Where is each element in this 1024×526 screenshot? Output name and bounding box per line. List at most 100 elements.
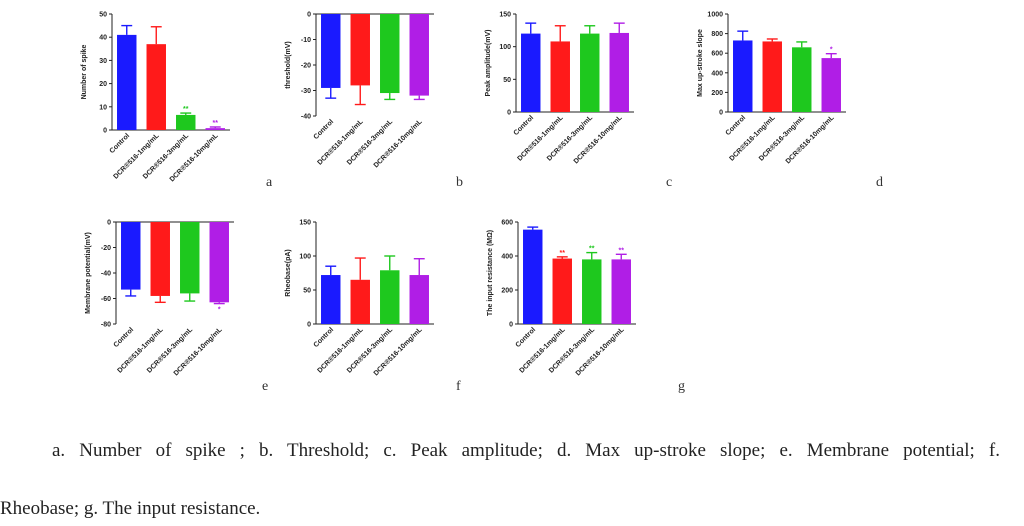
y-tick-label: 50	[303, 288, 311, 295]
bar-e-1	[150, 222, 170, 296]
y-tick-label: 0	[307, 12, 311, 19]
bar-c-0	[521, 33, 541, 112]
x-category-label: Control	[313, 326, 336, 349]
x-category-label: Control	[513, 114, 536, 137]
bar-b-1	[350, 14, 370, 86]
bar-f-3	[409, 275, 429, 324]
panel-letter: d	[876, 175, 883, 190]
y-tick-label: 150	[299, 220, 311, 227]
y-tick-label: 0	[719, 110, 723, 117]
figure-caption-line-2: Rheobase; g. The input resistance.	[0, 498, 261, 519]
bar-d-1	[762, 41, 782, 112]
bar-a-0	[117, 34, 137, 130]
figure-caption-line-1: a. Number of spike ; b. Threshold; c. Pe…	[52, 440, 1000, 461]
bar-f-1	[350, 279, 370, 324]
significance-marker: **	[619, 247, 625, 254]
chart-panel-a: 0 10 20 30 40 50 Number of spike Control DCR®516…	[60, 8, 280, 203]
y-axis-title: Peak amplitude(mV)	[485, 30, 492, 97]
y-tick-label: -40	[301, 114, 311, 121]
y-tick-label: -80	[101, 322, 111, 329]
y-axis-title: The input resistance (MΩ)	[487, 230, 494, 316]
x-category-label: Control	[113, 326, 136, 349]
y-tick-label: 0	[507, 110, 511, 117]
panel-letter: g	[678, 379, 685, 394]
chart-panel-b: 0 -10 -20 -30 -40 threshold(mV) Control DCR®516…	[256, 8, 476, 203]
y-tick-label: 800	[711, 31, 723, 38]
chart-svg-e: 0 -20 -40 -60 -80 Membrane potential(mV) Contr…	[85, 220, 268, 395]
x-category-label: DCR®516-10mg/mL	[574, 325, 626, 377]
y-axis-title: Max up-stroke slope	[697, 29, 704, 97]
y-tick-label: 100	[499, 44, 511, 51]
x-category-label: DCR®516-10mg/mL	[784, 113, 836, 165]
significance-marker: **	[213, 120, 219, 127]
bar-c-2	[580, 33, 600, 112]
chart-svg-d: 0 200 400 600 800 1000 Max up-stroke slope Cont…	[697, 12, 883, 191]
y-tick-label: 40	[99, 35, 107, 42]
chart-svg-b: 0 -10 -20 -30 -40 threshold(mV) Control DCR®516…	[285, 12, 463, 191]
y-tick-label: 0	[103, 128, 107, 135]
bar-e-3	[209, 222, 229, 303]
bar-a-3	[205, 128, 225, 130]
chart-panel-e: 0 -20 -40 -60 -80 Membrane potential(mV) Contr…	[60, 214, 280, 409]
y-tick-label: 50	[503, 77, 511, 84]
x-category-label: Control	[515, 326, 538, 349]
x-category-label: Control	[725, 114, 748, 137]
y-tick-label: 30	[99, 58, 107, 65]
bar-g-1	[552, 258, 572, 324]
bar-g-3	[611, 259, 631, 324]
y-tick-label: -20	[301, 63, 311, 70]
y-tick-label: 1000	[707, 12, 723, 19]
bar-c-3	[609, 32, 629, 112]
significance-marker: **	[589, 246, 595, 253]
chart-svg-f: 050100150Rheobase(pA)ControlDCR®516-1mg/…	[285, 220, 461, 395]
y-tick-label: 50	[99, 12, 107, 19]
x-category-label: Control	[109, 132, 132, 155]
x-category-label: Control	[313, 118, 336, 141]
x-category-label: DCR®516-10mg/mL	[372, 325, 424, 377]
bar-b-3	[409, 14, 429, 96]
bar-b-0	[321, 14, 341, 88]
bar-d-0	[733, 40, 753, 112]
y-tick-label: 0	[107, 220, 111, 227]
y-axis-title: Membrane potential(mV)	[85, 232, 92, 314]
chart-panel-d: 0 200 400 600 800 1000 Max up-stroke slope Cont…	[672, 8, 892, 203]
y-tick-label: -30	[301, 88, 311, 95]
chart-svg-g: 0 200 400 600 The input resistance (MΩ) Contr…	[487, 220, 685, 395]
panel-letter: c	[666, 175, 672, 190]
chart-panel-c: 0 50 100 150 Peak amplitude(mV) Control DCR®51…	[456, 8, 676, 203]
y-tick-label: 200	[501, 288, 513, 295]
significance-marker: *	[218, 307, 221, 314]
y-tick-label: 400	[501, 254, 513, 261]
x-category-label: DCR®516-10mg/mL	[168, 131, 220, 183]
chart-svg-a: 0 10 20 30 40 50 Number of spike Control DCR®516…	[81, 12, 273, 191]
y-tick-label: 400	[711, 70, 723, 77]
y-tick-label: 0	[307, 322, 311, 329]
y-axis-title: Number of spike	[81, 44, 88, 99]
y-tick-label: 100	[299, 254, 311, 261]
y-tick-label: 200	[711, 90, 723, 97]
y-tick-label: -60	[101, 296, 111, 303]
panel-letter: e	[262, 379, 268, 394]
bar-g-2	[582, 259, 602, 324]
x-category-label: DCR®516-10mg/mL	[172, 325, 224, 377]
bar-a-2	[176, 114, 196, 130]
y-tick-label: -20	[101, 245, 111, 252]
bar-c-1	[550, 41, 570, 112]
bar-g-0	[523, 229, 543, 324]
panel-letter: b	[456, 175, 463, 190]
bar-f-0	[321, 275, 341, 324]
bar-d-2	[792, 47, 812, 112]
bar-e-0	[121, 222, 141, 290]
x-category-label: DCR®516-10mg/mL	[572, 113, 624, 165]
figure-panels: 0 10 20 30 40 50 Number of spike Control DCR®516…	[60, 8, 892, 409]
y-tick-label: 600	[501, 220, 513, 227]
y-tick-label: -40	[101, 271, 111, 278]
bar-e-2	[180, 222, 200, 294]
panel-letter: a	[266, 175, 273, 190]
chart-svg-c: 0 50 100 150 Peak amplitude(mV) Control DCR®51…	[485, 12, 672, 191]
chart-panel-g: 0 200 400 600 The input resistance (MΩ) Contr…	[456, 214, 686, 409]
significance-marker: **	[183, 106, 189, 113]
panel-letter: f	[456, 379, 461, 394]
bar-d-3	[821, 58, 841, 112]
significance-marker: **	[560, 250, 566, 257]
